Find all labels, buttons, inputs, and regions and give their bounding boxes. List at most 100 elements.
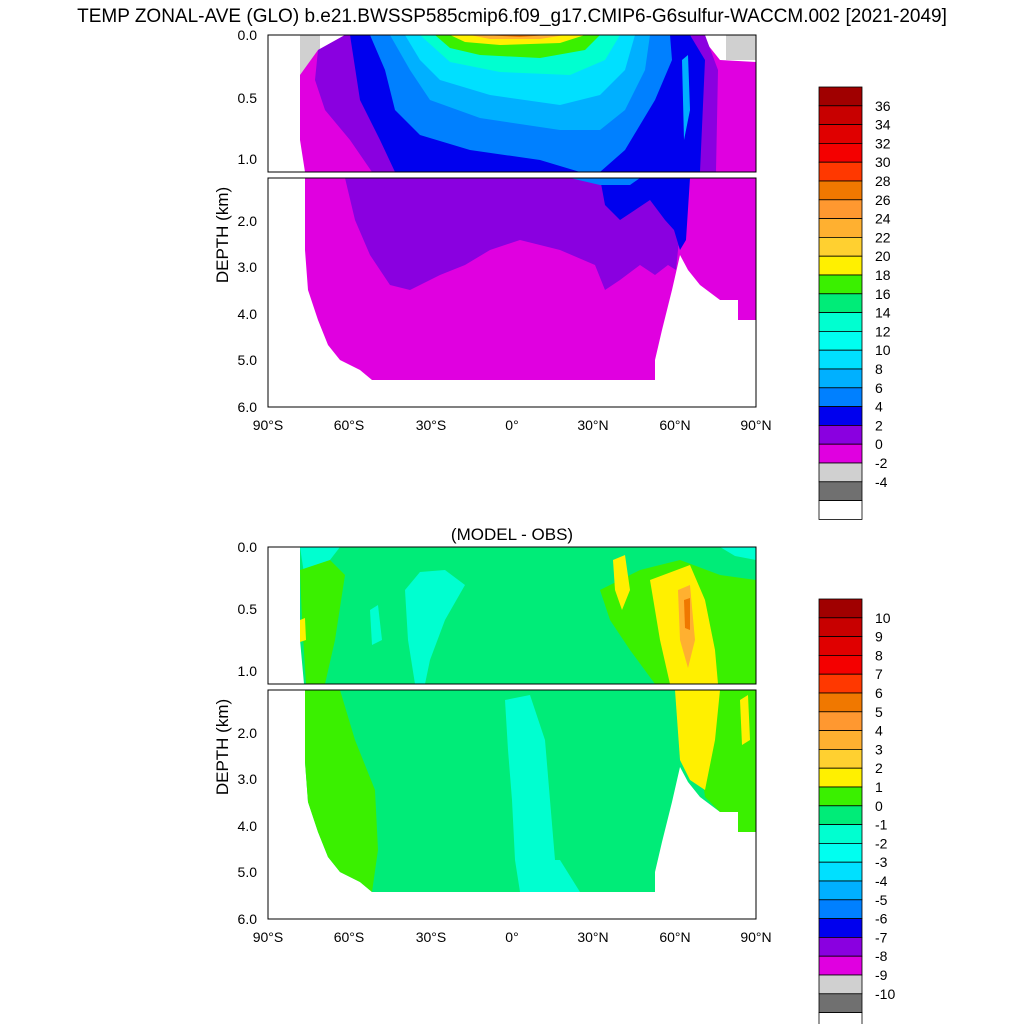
colorbar-swatch bbox=[818, 899, 863, 919]
y-tick-label: 5.0 bbox=[238, 864, 258, 880]
colorbar-label: 4 bbox=[875, 723, 883, 739]
colorbar-label: 14 bbox=[875, 305, 891, 321]
y-axis-label: DEPTH (km) bbox=[213, 699, 232, 795]
colorbar-label: 6 bbox=[875, 380, 883, 396]
panel-a-x-axis: 90°S 60°S 30°S 0° 30°N 60°N 90°N bbox=[253, 417, 772, 433]
y-tick-label: 2.0 bbox=[238, 213, 258, 229]
y-tick-label: 4.0 bbox=[238, 306, 258, 322]
colorbar-label: 16 bbox=[875, 286, 891, 302]
colorbar-label: 6 bbox=[875, 685, 883, 701]
colorbar-label: 10 bbox=[875, 342, 891, 358]
colorbar-label: 2 bbox=[875, 760, 883, 776]
panel-a-upper-fill bbox=[267, 34, 757, 173]
colorbar-swatch bbox=[818, 236, 863, 257]
colorbar-label: 5 bbox=[875, 704, 883, 720]
colorbar-label: 26 bbox=[875, 192, 891, 208]
panel-b-upper-fill bbox=[267, 546, 757, 685]
colorbar-swatch bbox=[818, 387, 863, 407]
panel-b-y-axis: 0.0 0.5 1.0 2.0 3.0 4.0 5.0 6.0 DEPTH (k… bbox=[213, 539, 257, 927]
colorbar-swatch bbox=[818, 918, 863, 938]
colorbar-swatch bbox=[818, 105, 863, 126]
colorbar-swatch bbox=[818, 1012, 863, 1024]
y-axis-label: DEPTH (km) bbox=[213, 187, 232, 283]
colorbar-swatch bbox=[818, 424, 863, 445]
y-tick-label: 5.0 bbox=[238, 352, 258, 368]
panel-temperature: 0.0 0.5 1.0 2.0 3.0 4.0 5.0 6.0 DEPTH (k… bbox=[213, 27, 891, 520]
colorbar-swatch bbox=[818, 955, 863, 976]
colorbar-label: 22 bbox=[875, 229, 891, 245]
colorbar-label: -9 bbox=[875, 967, 888, 983]
colorbar-label: 34 bbox=[875, 117, 891, 133]
colorbar-swatch bbox=[818, 598, 863, 619]
colorbar-label: -8 bbox=[875, 948, 888, 964]
colorbar-label: 8 bbox=[875, 361, 883, 377]
colorbar-label: 9 bbox=[875, 629, 883, 645]
colorbar-swatch bbox=[818, 993, 863, 1013]
colorbar-swatch bbox=[818, 161, 863, 182]
y-tick-label: 0.0 bbox=[238, 27, 258, 43]
x-tick-label: 30°S bbox=[416, 417, 447, 433]
colorbar-swatch bbox=[818, 218, 863, 238]
colorbar-label: 24 bbox=[875, 211, 891, 227]
colorbar-label: 2 bbox=[875, 417, 883, 433]
colorbar-swatch bbox=[818, 974, 863, 995]
colorbar-label: -7 bbox=[875, 929, 888, 945]
y-tick-label: 3.0 bbox=[238, 259, 258, 275]
colorbar-swatch bbox=[818, 255, 863, 276]
y-tick-label: 0.5 bbox=[238, 90, 258, 106]
colorbar-swatch bbox=[818, 330, 863, 351]
x-tick-label: 90°N bbox=[740, 417, 771, 433]
colorbar-label: 8 bbox=[875, 647, 883, 663]
colorbar-label: -1 bbox=[875, 817, 888, 833]
colorbar-label: -4 bbox=[875, 873, 888, 889]
colorbar-swatch bbox=[818, 617, 863, 637]
colorbar-swatch bbox=[818, 368, 863, 389]
x-tick-label: 60°N bbox=[659, 929, 690, 945]
colorbar-label: 12 bbox=[875, 323, 891, 339]
colorbar-swatch bbox=[818, 86, 863, 107]
x-tick-label: 30°N bbox=[577, 929, 608, 945]
y-tick-label: 0.0 bbox=[238, 539, 258, 555]
colorbar-label: -4 bbox=[875, 474, 888, 490]
figure-title: TEMP ZONAL-AVE (GLO) b.e21.BWSSP585cmip6… bbox=[77, 6, 947, 27]
colorbar-label: 32 bbox=[875, 135, 891, 151]
colorbar-swatch bbox=[818, 349, 863, 370]
colorbar-label: 7 bbox=[875, 666, 883, 682]
colorbar-swatch bbox=[818, 880, 863, 901]
x-tick-label: 90°N bbox=[740, 929, 771, 945]
y-tick-label: 6.0 bbox=[238, 399, 258, 415]
colorbar-swatch bbox=[818, 500, 863, 520]
colorbar-label: -2 bbox=[875, 455, 888, 471]
colorbar-swatch bbox=[818, 711, 863, 731]
y-tick-label: 1.0 bbox=[238, 151, 258, 167]
colorbar-swatch bbox=[818, 937, 863, 957]
panel-a-y-axis: 0.0 0.5 1.0 2.0 3.0 4.0 5.0 6.0 DEPTH (k… bbox=[213, 27, 257, 415]
panel-b-x-axis: 90°S 60°S 30°S 0° 30°N 60°N 90°N bbox=[253, 929, 772, 945]
colorbar-swatch bbox=[818, 843, 863, 863]
x-tick-label: 30°S bbox=[416, 929, 447, 945]
colorbar-label: 1 bbox=[875, 779, 883, 795]
x-tick-label: 0° bbox=[505, 417, 518, 433]
colorbar-swatch bbox=[818, 767, 863, 788]
colorbar-swatch bbox=[818, 293, 863, 313]
colorbar-swatch bbox=[818, 730, 863, 750]
colorbar-swatch bbox=[818, 861, 863, 882]
colorbar-label: 4 bbox=[875, 399, 883, 415]
colorbar-swatch bbox=[818, 443, 863, 464]
y-tick-label: 2.0 bbox=[238, 725, 258, 741]
colorbar-label: 18 bbox=[875, 267, 891, 283]
colorbar-swatch bbox=[818, 274, 863, 295]
panel-model-minus-obs: (MODEL - OBS) bbox=[213, 525, 895, 1024]
colorbar-label: 0 bbox=[875, 798, 883, 814]
x-tick-label: 60°S bbox=[334, 417, 365, 433]
colorbar-swatch bbox=[818, 655, 863, 675]
x-tick-label: 90°S bbox=[253, 929, 284, 945]
colorbar-label: 20 bbox=[875, 248, 891, 264]
colorbar-swatch bbox=[818, 142, 863, 163]
colorbar-swatch bbox=[818, 749, 863, 769]
x-tick-label: 60°N bbox=[659, 417, 690, 433]
colorbar-label: 36 bbox=[875, 98, 891, 114]
